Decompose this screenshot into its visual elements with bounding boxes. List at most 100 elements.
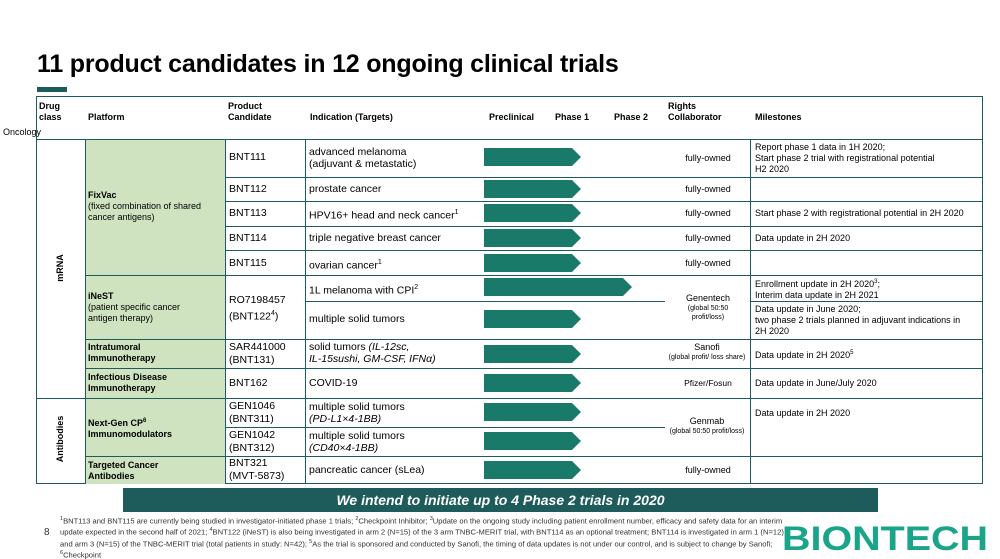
milestone-bnt114: Data update in 2H 2020 [755,233,851,243]
rights-bnt115: fully-owned [685,258,731,268]
milestone-genmab: Data update in 2H 2020 [755,408,851,418]
progress-arrow-gen1046 [484,403,581,421]
platform-inest: iNeST (patient specific cancer antigen t… [88,291,198,324]
progress-arrow-bnt111 [484,148,581,166]
indication-sar441000: solid tumors (IL-12sc, IL-15sushi, GM-CSF… [309,341,436,365]
rule-row [305,301,665,302]
header-phase2: Phase 2 [614,112,649,122]
progress-arrow-bnt113 [484,204,581,222]
header-indication: Indication (Targets) [310,112,393,122]
milestone-bnt162: Data update in June/July 2020 [755,378,877,388]
indication-ro-b: multiple solid tumors [309,313,405,325]
rule-row [750,301,983,302]
indication-ro-a: 1L melanoma with CPI2 [309,284,419,297]
progress-arrow-bnt321 [484,461,581,479]
rights-bnt113: fully-owned [685,208,731,218]
header-rights-collaborator: Rights Collaborator [668,101,722,122]
indication-gen1046: multiple solid tumors (PD-L1×4-1BB) [309,401,405,425]
rights-bnt114: fully-owned [685,233,731,243]
rule-col [750,139,751,484]
milestone-ro-b: Data update in June 2020; two phase 2 tri… [755,304,961,336]
footnotes: 1BNT113 and BNT115 are currently being s… [60,516,784,559]
progress-arrow-ro-b [484,310,581,328]
candidate-ro7198457: RO7198457 (BNT1224) [229,294,286,323]
candidate-sar441000: SAR441000 (BNT131) [229,341,286,366]
progress-arrow-bnt162 [484,374,581,392]
progress-arrow-bnt112 [484,180,581,198]
candidate-gen1042: GEN1042 (BNT312) [229,429,276,454]
candidate-gen1046: GEN1046 (BNT311) [229,400,276,425]
milestone-sar441000: Data update in 2H 20205 [755,350,854,360]
platform-cell-inest [85,275,225,339]
milestone-bnt111: Report phase 1 data in 1H 2020; Start pha… [755,142,935,174]
indication-bnt114: triple negative breast cancer [309,232,441,244]
platform-nextgen: Next-Gen CP6 Immunomodulators [88,418,173,439]
progress-arrow-gen1042 [484,432,581,450]
page-number: 8 [44,527,50,538]
rule-header-bottom [36,139,983,140]
progress-arrow-ro-a [484,278,632,296]
rule-row [85,339,983,340]
platform-inest-name: iNeST [88,291,114,301]
rule-row [225,250,983,251]
indication-bnt111: advanced melanoma (adjuvant & metastatic) [309,146,417,170]
rights-genentech: Genentech (global 50:50 profit/loss) [685,293,731,321]
pipeline-table [36,96,983,484]
indication-bnt112: prostate cancer [309,183,382,195]
rights-genmab: Genmab (global 50:50 profit/loss) [669,416,745,435]
candidate-bnt162: BNT162 [229,377,268,389]
platform-cell-intratumoral [85,339,225,368]
milestone-bnt113: Start phase 2 with registrational potent… [755,208,964,218]
indication-gen1042: multiple solid tumors (CD40×4-1BB) [309,430,405,454]
drug-class-mrna: mRNA [55,254,65,282]
rule-row [225,177,755,178]
candidate-bnt115: BNT115 [229,257,267,269]
progress-arrow-sar441000 [484,345,581,363]
rights-bnt112: fully-owned [685,184,731,194]
rights-bnt111: fully-owned [685,153,731,163]
indication-bnt321: pancreatic cancer (sLea) [309,464,425,476]
milestone-ro-a: Enrollment update in 2H 20203; Interim da… [755,279,880,300]
platform-fixvac-desc: (fixed combination of shared cancer anti… [88,201,202,222]
platform-cell-fixvac [85,139,225,275]
rule-row [36,398,983,399]
candidate-bnt112: BNT112 [229,183,267,195]
header-phase1: Phase 1 [555,112,590,122]
indication-bnt113: HPV16+ head and neck cancer1 [309,209,459,222]
candidate-bnt111: BNT111 [229,151,266,163]
rule-col [225,139,226,484]
page-title: 11 product candidates in 12 ongoing clin… [37,50,619,78]
platform-targeted: Targeted Cancer Antibodies [88,460,159,481]
phase2-banner: We intend to initiate up to 4 Phase 2 tr… [123,488,878,512]
rule-row [225,201,983,202]
rule-row [85,456,983,457]
rule-row [85,368,983,369]
svg-text:BIONTECH: BIONTECH [782,521,988,555]
platform-infectious: Infectious Disease Immunotherapy [88,372,168,393]
platform-fixvac-name: FixVac [88,190,117,200]
rule-row [85,275,983,276]
biontech-logo: BIONTECH [782,521,988,555]
rule-row [225,427,665,428]
drug-class-antibodies: Antibodies [55,415,65,463]
indication-bnt115: ovarian cancer1 [309,259,382,272]
header-drug-class: Drug class [39,101,62,122]
header-milestones: Milestones [755,112,802,122]
platform-fixvac: FixVac (fixed combination of shared canc… [88,190,222,223]
platform-intratumoral: Intratumoral Immunotherapy [88,342,156,363]
candidate-bnt321: BNT321 (MVT-5873) [229,457,285,482]
header-platform: Platform [88,112,125,122]
candidate-bnt113: BNT113 [229,207,267,219]
header-preclinical: Preclinical [489,112,535,122]
rule-row [225,226,983,227]
title-accent-bar [37,87,67,92]
platform-cell-infectious [85,368,225,398]
rule-col [305,139,306,484]
header-product-candidate: Product Candidate [228,101,272,122]
rights-bnt321: fully-owned [685,465,731,475]
platform-cell-targeted [85,456,225,484]
progress-arrow-bnt115 [484,254,581,272]
rule-col [85,139,86,484]
rights-pfizer: Pfizer/Fosun [684,378,732,388]
progress-arrow-bnt114 [484,229,581,247]
